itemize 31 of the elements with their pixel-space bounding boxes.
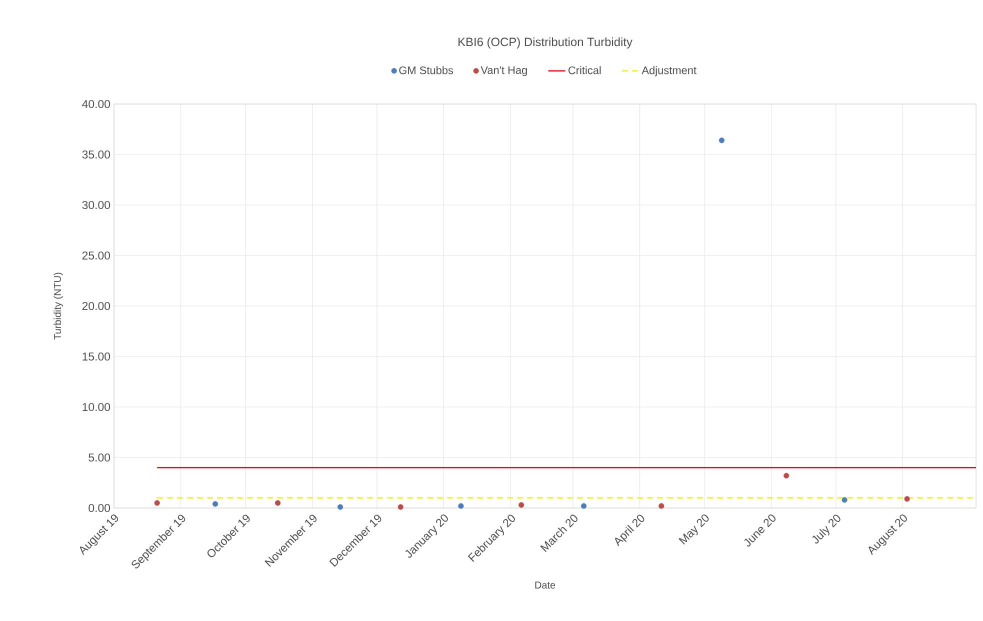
point [212,501,218,507]
x-tick-label: May 20 [678,514,709,545]
y-tick-label: 35.00 [82,150,110,159]
point [337,504,344,510]
x-axis-title: Date [535,582,556,589]
y-tick-label: 20.00 [82,302,110,310]
y-tick-label: 15.00 [82,352,110,361]
point [518,502,524,508]
point [904,496,910,502]
chart-title: KBI6 (OCP) Distribution Turbidity [458,37,632,49]
point [784,472,790,478]
point [658,503,664,509]
point [458,503,464,509]
legend-label: GM Stubbs [399,66,454,74]
legend-label: Van't Hag [480,66,527,76]
point [718,138,725,144]
y-tick-label: 30.00 [82,200,110,210]
y-tick-label: 25.00 [82,251,110,260]
point [398,504,404,510]
point [154,500,160,506]
y-tick-label: 10.00 [82,402,110,412]
point [580,503,587,509]
point [274,500,281,506]
y-axis-title: Turbidity (NTU) [54,272,63,340]
point [842,497,848,503]
legend-label: Critical [568,66,601,74]
legend-label: Adjustment [642,66,696,76]
y-tick-label: 0.00 [88,504,110,512]
x-tick-label: July 20 [812,514,840,544]
y-tick-label: 40.00 [82,100,110,108]
y-tick-label: 5.00 [88,453,110,462]
